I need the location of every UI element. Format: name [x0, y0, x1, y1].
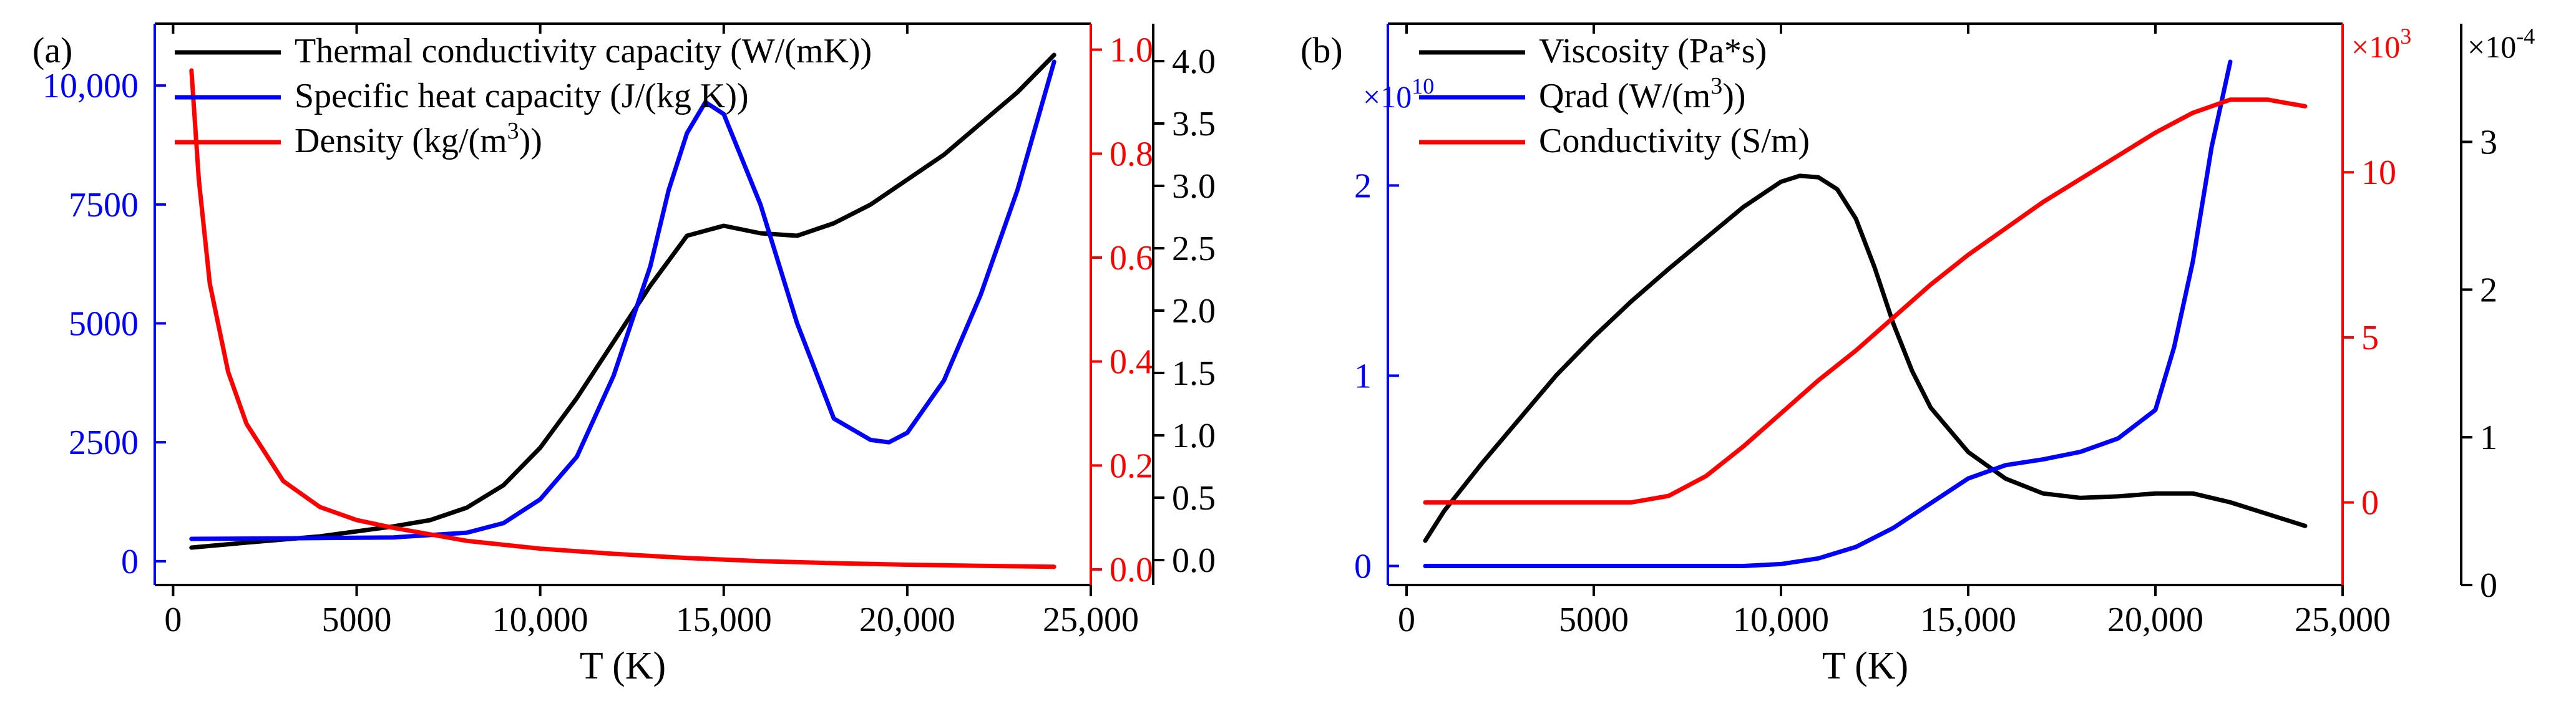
- chart-a-x-tick-label: 5000: [322, 601, 392, 639]
- chart-a-y-tick-label-right1: 0.6: [1110, 239, 1153, 278]
- chart-b-y-tick-label-right2: 2: [2480, 271, 2497, 309]
- legend-text-sup: 3: [507, 118, 519, 144]
- multiplier-base: ×10: [2467, 29, 2516, 64]
- chart-a-x-tick-label: 15,000: [676, 601, 772, 639]
- legend-text-main: Conductivity (S/m): [1539, 122, 1810, 160]
- chart-a-x-tick-label: 0: [164, 601, 182, 639]
- chart-b-x-tick-label: 5000: [1559, 601, 1629, 639]
- chart-a-x-axis-title: T (K): [580, 645, 666, 687]
- chart-b-y-tick-label-right1: 10: [2361, 153, 2396, 192]
- chart-a-y-tick-label-right1: 0.8: [1110, 135, 1153, 173]
- chart-b-panel-label: (b): [1300, 30, 1343, 70]
- chart-a-y-tick-label-left: 5000: [69, 305, 139, 344]
- chart-b-svg: 0 5000 10,000 15,000 20,000 25,000 T (K) 0 1 2 ×10…: [1300, 22, 2535, 687]
- chart-b-y-multiplier-right1: ×103: [2351, 24, 2411, 64]
- chart-b-series-line-1: [1423, 59, 2233, 568]
- chart-b-legend-entry-2: Conductivity (S/m): [1539, 122, 1810, 160]
- chart-b-x-axis-title: T (K): [1822, 645, 1908, 687]
- chart-a-y-tick-label-right1: 0.4: [1110, 343, 1153, 382]
- chart-b-y-tick-label-right1: 0: [2361, 484, 2379, 523]
- chart-b-x-tick-label: 20,000: [2107, 601, 2203, 639]
- chart-b-y-tick-label-left: 2: [1354, 167, 1372, 205]
- legend-text-tail: )): [1722, 77, 1745, 115]
- chart-a-y-tick-label-right2: 3.5: [1172, 105, 1216, 143]
- chart-b-y-tick-label-left: 0: [1354, 547, 1372, 586]
- chart-a-legend-entry-2: Density (kg/(m3)): [295, 118, 542, 160]
- chart-b-legend-entry-1: Qrad (W/(m3)): [1539, 73, 1746, 115]
- legend-text-main: Thermal conductivity capacity (W/(mK)): [295, 32, 872, 70]
- chart-a-y-tick-label-right2: 0.0: [1172, 541, 1216, 580]
- chart-a-y-tick-label-right2: 1.0: [1172, 417, 1216, 455]
- chart-a-y-tick-label-left: 7500: [69, 186, 139, 225]
- chart-a-y-tick-label-right1: 0.2: [1110, 447, 1153, 485]
- chart-b-y-tick-label-right1: 5: [2361, 319, 2379, 357]
- chart-a-y-tick-label-right1: 0.0: [1110, 551, 1153, 589]
- chart-a-y-tick-label-left: 0: [121, 543, 139, 581]
- chart-b-y-tick-label-left: 1: [1354, 357, 1372, 395]
- chart-a-svg: 0 5000 10,000 15,000 20,000 25,000 T (K) 0 2500 5…: [32, 22, 1216, 687]
- chart-b-y-tick-label-right2: 1: [2480, 418, 2497, 457]
- multiplier-base: ×10: [1363, 79, 1412, 114]
- chart-a-panel-label: (a): [32, 30, 72, 70]
- legend-text-main: Density (kg/(m: [295, 122, 507, 160]
- legend-text-main: Qrad (W/(m: [1539, 77, 1710, 115]
- chart-b-series-line-0: [1423, 173, 2308, 543]
- chart-a-y-tick-label-left: 2500: [69, 423, 139, 462]
- chart-b-x-tick-label: 25,000: [2295, 601, 2391, 639]
- chart-b-y-tick-label-right2: 0: [2480, 566, 2497, 605]
- chart-a-legend-entry-1: Specific heat capacity (J/(kg K)): [295, 77, 749, 115]
- multiplier-base: ×10: [2351, 29, 2400, 64]
- chart-panel-a: 0 5000 10,000 15,000 20,000 25,000 T (K) 0 2500 5…: [32, 22, 1216, 687]
- legend-text-sup: 3: [1710, 73, 1722, 99]
- chart-a-y-tick-label-left: 10,000: [42, 67, 139, 105]
- chart-b-series-line-2: [1423, 97, 2308, 505]
- chart-a-y-tick-label-right1: 1.0: [1110, 31, 1153, 70]
- chart-b-x-tick-label: 0: [1398, 601, 1415, 639]
- multiplier-exponent: -4: [2516, 24, 2535, 49]
- chart-b-y-multiplier-left: ×1010: [1363, 74, 1434, 114]
- chart-a-x-tick-label: 10,000: [492, 601, 588, 639]
- chart-b-y-multiplier-right2: ×10-4: [2467, 24, 2535, 64]
- chart-a-y-tick-label-right2: 1.5: [1172, 354, 1216, 393]
- multiplier-exponent: 3: [2400, 24, 2411, 49]
- legend-text-tail: )): [519, 122, 542, 160]
- chart-a-y-tick-label-right2: 2.5: [1172, 230, 1216, 268]
- chart-a-y-tick-label-right2: 3.0: [1172, 167, 1216, 206]
- chart-b-x-tick-label: 15,000: [1920, 601, 2016, 639]
- chart-b-y-tick-label-right2: 3: [2480, 123, 2497, 162]
- chart-a-x-tick-label: 20,000: [859, 601, 955, 639]
- chart-a-y-tick-label-right2: 2.0: [1172, 292, 1216, 331]
- chart-a-legend-entry-0: Thermal conductivity capacity (W/(mK)): [295, 32, 872, 70]
- multiplier-exponent: 10: [1412, 74, 1434, 99]
- chart-a-series-line-2: [189, 68, 1056, 569]
- chart-b-legend-entry-0: Viscosity (Pa*s): [1539, 32, 1767, 70]
- chart-a-y-tick-label-right2: 0.5: [1172, 479, 1216, 518]
- chart-panel-b: 0 5000 10,000 15,000 20,000 25,000 T (K) 0 1 2 ×10…: [1288, 0, 2576, 706]
- legend-text-main: Viscosity (Pa*s): [1539, 32, 1767, 70]
- chart-a-y-tick-label-right2: 4.0: [1172, 42, 1216, 81]
- chart-a-series-line-1: [189, 59, 1056, 541]
- chart-b-x-tick-label: 10,000: [1733, 601, 1829, 639]
- chart-a-x-tick-label: 25,000: [1043, 601, 1139, 639]
- legend-text-main: Specific heat capacity (J/(kg K)): [295, 77, 749, 115]
- chart-a-series-line-0: [189, 52, 1056, 550]
